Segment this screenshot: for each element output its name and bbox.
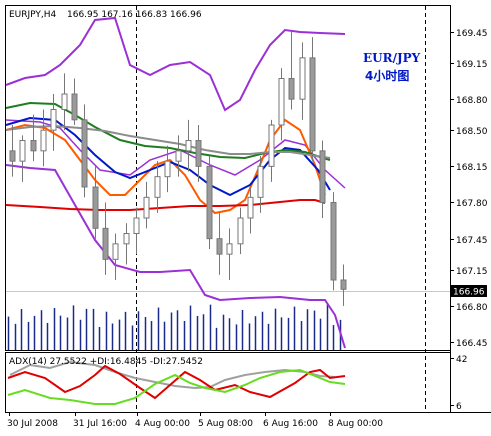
adx-scale-top: 42: [456, 355, 467, 365]
candle-bullish: [268, 124, 275, 167]
time-axis-label: 4 Aug 00:00: [135, 419, 190, 429]
current-price-box: [451, 285, 487, 297]
price-tick-label: 168.15: [456, 163, 488, 173]
candle-bearish: [288, 78, 295, 100]
current-price-label: 166.96: [453, 288, 485, 298]
candle-bearish: [30, 140, 37, 152]
bollinger-lower: [5, 164, 346, 349]
candle-bullish: [247, 196, 254, 219]
ma-gray: [5, 124, 331, 159]
candle-bullish: [278, 78, 285, 126]
candle-bullish: [19, 140, 26, 162]
candle-bearish: [195, 140, 202, 167]
volume-bars: [7, 303, 342, 350]
candle-bearish: [9, 150, 16, 162]
candle-bullish: [299, 57, 306, 100]
ohlc-readout: 166.95 167.16 166.83 166.96: [67, 10, 202, 20]
candle-bullish: [226, 243, 233, 255]
candle-bearish: [216, 238, 223, 255]
candle-bearish: [81, 119, 88, 188]
price-tick-label: 168.80: [456, 96, 488, 106]
ma-blue: [5, 116, 331, 197]
candle-bullish: [61, 93, 68, 110]
price-tick-label: 167.45: [456, 236, 488, 246]
indicator-lines: [5, 16, 346, 349]
annotation-pair: EUR/JPY: [363, 51, 421, 65]
candle-bullish: [257, 165, 264, 198]
candle-bullish: [133, 217, 140, 234]
ma-red: [5, 199, 326, 211]
price-tick-label: 167.15: [456, 267, 488, 277]
candle-bullish: [237, 217, 244, 245]
price-tick-label: 169.45: [456, 29, 488, 39]
candle-bullish: [40, 129, 47, 152]
price-tick-label: 166.45: [456, 339, 488, 349]
candle-bearish: [340, 279, 347, 290]
candle-bullish: [143, 196, 150, 219]
candle-bearish: [319, 150, 326, 203]
price-tick-label: 168.50: [456, 127, 488, 137]
candle-bullish: [154, 176, 161, 198]
adx-label: ADX(14) 27.5522 +DI:16.4845 -DI:27.5452: [9, 357, 203, 367]
symbol-timeframe: EURJPY,H4: [9, 10, 57, 20]
ma-orange: [5, 118, 326, 215]
price-axis-ticks: 169.45 169.15 168.80 168.50 168.15 167.80 167.…: [450, 29, 488, 349]
candle-bullish: [50, 109, 57, 131]
price-tick-label: 169.15: [456, 60, 488, 70]
price-tick-label: 167.80: [456, 199, 488, 209]
time-axis-labels: 30 Jul 2008 31 Jul 16:00 4 Aug 00:00 5 Aug …: [7, 412, 383, 429]
time-axis-label: 8 Aug 00:00: [328, 419, 383, 429]
candle-bullish: [185, 140, 192, 152]
candle-bearish: [92, 186, 99, 229]
adx-lines: [7, 360, 346, 405]
candle-bullish: [175, 150, 182, 162]
price-tick-label: 166.80: [456, 303, 488, 313]
adx-scale-bottom: 6: [456, 402, 462, 412]
annotation-timeframe: 4小时图: [365, 68, 409, 83]
time-axis-label: 30 Jul 2008: [7, 419, 58, 429]
adx-green-line: [7, 368, 346, 405]
candle-bearish: [330, 202, 337, 281]
adx-red-line: [7, 364, 346, 400]
candle-bearish: [71, 93, 78, 121]
time-axis-label: 31 Jul 16:00: [73, 419, 127, 429]
candle-bearish: [102, 227, 109, 260]
candlesticks: [9, 32, 347, 306]
time-axis-label: 6 Aug 16:00: [263, 419, 318, 429]
bollinger-upper: [5, 16, 346, 112]
time-axis-label: 5 Aug 08:00: [198, 419, 253, 429]
candle-bearish: [206, 165, 213, 240]
candle-bullish: [112, 243, 119, 260]
candle-bullish: [164, 160, 171, 178]
candle-bullish: [123, 233, 130, 245]
candle-bearish: [309, 57, 316, 152]
